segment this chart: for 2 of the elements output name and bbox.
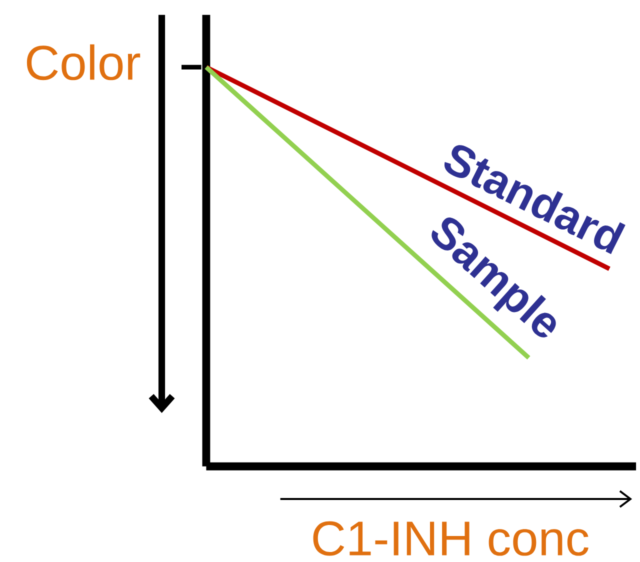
y-axis-title: Color [26,44,140,80]
x-axis-title: C1-INH conc [313,521,588,556]
